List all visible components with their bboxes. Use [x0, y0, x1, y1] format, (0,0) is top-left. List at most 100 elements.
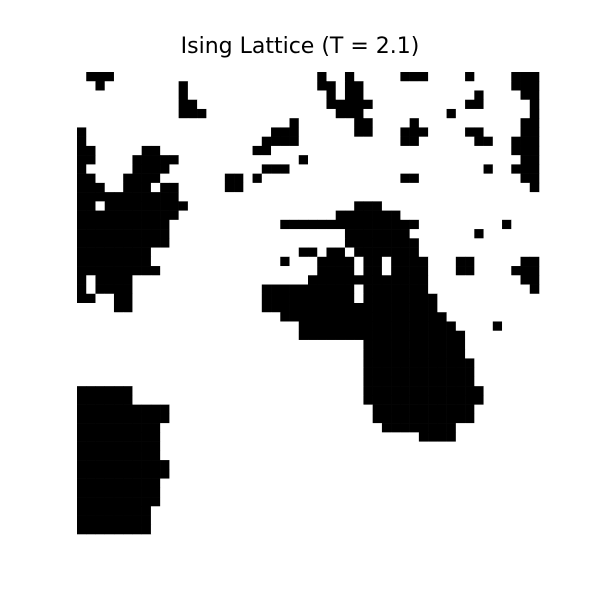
lattice-cell — [400, 432, 410, 442]
lattice-cell — [224, 386, 235, 396]
lattice-cell — [187, 303, 198, 313]
lattice-cell — [206, 247, 216, 258]
lattice-cell — [224, 515, 235, 526]
lattice-cell — [289, 441, 300, 452]
lattice-cell — [224, 469, 235, 479]
lattice-cell — [354, 192, 364, 202]
lattice-cell — [141, 358, 152, 368]
lattice-cell — [95, 339, 106, 350]
lattice-cell — [243, 247, 253, 258]
lattice-cell — [474, 247, 484, 258]
lattice-cell — [206, 155, 216, 165]
lattice-cell — [418, 460, 429, 470]
lattice-cell — [335, 404, 346, 415]
lattice-cell — [178, 155, 189, 165]
lattice-cell — [123, 339, 133, 350]
lattice-cell — [381, 349, 392, 359]
lattice-cell — [187, 293, 198, 304]
lattice-cell — [197, 238, 207, 248]
lattice-cell — [298, 118, 309, 128]
lattice-cell — [455, 303, 466, 313]
lattice-cell — [150, 376, 161, 387]
lattice-cell — [280, 182, 290, 193]
lattice-cell — [483, 173, 494, 184]
lattice-cell — [455, 136, 466, 147]
lattice-cell — [95, 90, 106, 101]
lattice-cell — [363, 229, 373, 239]
lattice-cell — [280, 450, 290, 461]
lattice-cell — [317, 432, 327, 442]
lattice-cell — [132, 460, 142, 470]
lattice-cell — [206, 219, 216, 230]
lattice-cell — [113, 266, 124, 276]
lattice-cell — [428, 349, 438, 359]
lattice-cell — [280, 395, 290, 405]
lattice-cell — [123, 229, 133, 239]
lattice-cell — [252, 275, 263, 285]
lattice-cell — [363, 182, 373, 193]
lattice-cell — [492, 330, 503, 341]
lattice-cell — [428, 413, 438, 424]
lattice-cell — [206, 256, 216, 267]
lattice-cell — [261, 72, 272, 82]
lattice-cell — [178, 238, 189, 248]
lattice-cell — [95, 275, 106, 285]
lattice-cell — [206, 386, 216, 396]
lattice-cell — [113, 201, 124, 211]
lattice-cell — [77, 247, 87, 258]
lattice-cell — [280, 487, 290, 498]
lattice-cell — [354, 312, 364, 322]
lattice-cell — [150, 423, 161, 433]
lattice-cell — [95, 99, 106, 110]
lattice-cell — [529, 404, 540, 415]
lattice-cell — [160, 247, 170, 258]
lattice-cell — [104, 339, 115, 350]
lattice-cell — [169, 349, 179, 359]
lattice-cell — [391, 515, 401, 526]
lattice-cell — [132, 164, 142, 174]
lattice-cell — [132, 450, 142, 461]
lattice-cell — [326, 164, 337, 174]
lattice-cell — [502, 201, 512, 211]
lattice-cell — [280, 423, 290, 433]
lattice-cell — [308, 118, 318, 128]
lattice-cell — [465, 515, 475, 526]
lattice-cell — [298, 266, 309, 276]
lattice-cell — [335, 173, 346, 184]
lattice-cell — [141, 182, 152, 193]
lattice-cell — [234, 238, 244, 248]
lattice-cell — [308, 90, 318, 101]
lattice-cell — [520, 247, 531, 258]
lattice-cell — [409, 339, 420, 350]
lattice-cell — [391, 349, 401, 359]
lattice-cell — [169, 497, 179, 507]
lattice-cell — [234, 182, 244, 193]
lattice-cell — [206, 450, 216, 461]
lattice-cell — [160, 108, 170, 119]
lattice-cell — [123, 173, 133, 184]
lattice-cell — [520, 413, 531, 424]
lattice-cell — [363, 81, 373, 91]
lattice-cell — [344, 90, 355, 101]
lattice-cell — [261, 450, 272, 461]
lattice-cell — [150, 275, 161, 285]
lattice-cell — [381, 145, 392, 156]
lattice-cell — [178, 413, 189, 424]
lattice-cell — [483, 136, 494, 147]
lattice-cell — [400, 330, 410, 341]
lattice-cell — [298, 192, 309, 202]
lattice-cell — [234, 386, 244, 396]
lattice-cell — [344, 432, 355, 442]
lattice-cell — [511, 118, 521, 128]
lattice-cell — [206, 423, 216, 433]
lattice-cell — [363, 386, 373, 396]
lattice-cell — [197, 303, 207, 313]
lattice-cell — [178, 330, 189, 341]
lattice-cell — [409, 515, 420, 526]
lattice-cell — [197, 321, 207, 332]
lattice-cell — [280, 497, 290, 507]
lattice-cell — [123, 99, 133, 110]
lattice-cell — [178, 284, 189, 295]
lattice-cell — [492, 210, 503, 221]
lattice-cell — [317, 90, 327, 101]
